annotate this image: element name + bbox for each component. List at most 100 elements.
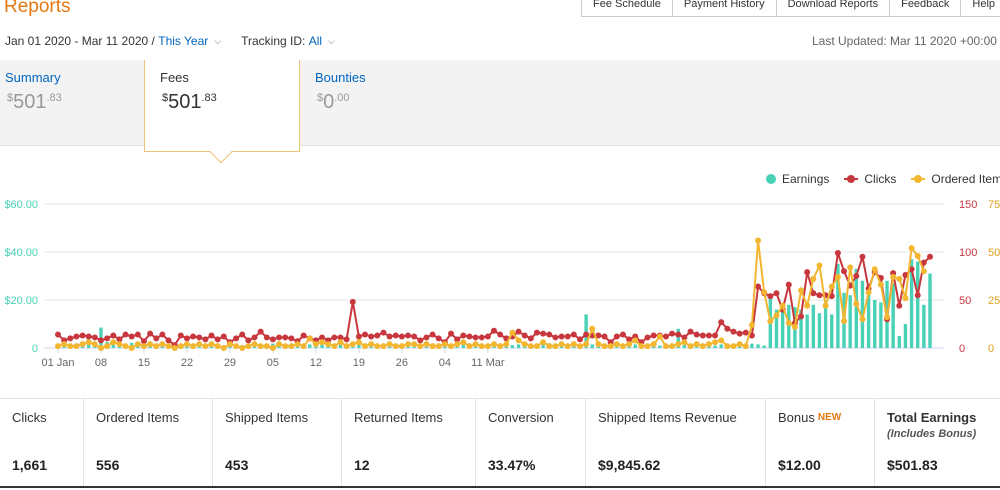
earnings-bar xyxy=(922,304,926,348)
clicks-point xyxy=(546,331,553,338)
ordered-items-point xyxy=(226,341,233,348)
ordered-items-point xyxy=(288,343,295,350)
ordered-items-point xyxy=(730,343,737,350)
tab-fees[interactable]: Fees $501.83 xyxy=(144,60,300,164)
earnings-bar xyxy=(750,343,754,348)
top-links: Fee Schedule Payment History Download Re… xyxy=(581,0,1000,17)
download-reports-link[interactable]: Download Reports xyxy=(776,0,891,17)
fee-schedule-link[interactable]: Fee Schedule xyxy=(581,0,673,17)
clicks-point xyxy=(153,335,160,342)
payment-history-link[interactable]: Payment History xyxy=(672,0,777,17)
clicks-point xyxy=(214,336,221,343)
earnings-bar xyxy=(541,343,545,348)
ordered-items-point xyxy=(202,343,209,350)
ordered-items-point xyxy=(890,273,897,280)
ordered-items-point xyxy=(325,341,332,348)
clicks-point xyxy=(810,290,817,297)
y-right-tick-label: 0 xyxy=(988,343,994,355)
ordered-items-point xyxy=(374,343,381,350)
tab-summary-label[interactable]: Summary xyxy=(5,70,61,85)
y-right-tick-label: 25 xyxy=(988,295,1000,307)
chevron-down-icon[interactable]: ⌵ xyxy=(328,35,335,46)
ordered-items-point xyxy=(601,343,608,350)
tab-bounties-label[interactable]: Bounties xyxy=(315,70,366,85)
clicks-point xyxy=(699,332,706,339)
clicks-point xyxy=(208,332,215,339)
stat-clicks: Clicks 1,661 xyxy=(0,399,84,486)
clicks-point xyxy=(405,332,412,339)
ordered-items-point xyxy=(220,345,227,351)
earnings-bar xyxy=(320,343,324,348)
date-range: Jan 01 2020 - Mar 11 2020 / xyxy=(5,34,155,48)
clicks-point xyxy=(423,334,430,341)
earnings-bar xyxy=(805,314,809,348)
ordered-items-point xyxy=(828,283,835,290)
chevron-down-icon[interactable]: ⌵ xyxy=(214,35,222,46)
earnings-bar xyxy=(866,285,871,348)
earnings-bar xyxy=(756,344,760,348)
clicks-point xyxy=(177,332,184,339)
tab-bounties-amount: $0.00 xyxy=(317,91,350,113)
help-link[interactable]: Help xyxy=(961,0,1000,17)
clicks-point xyxy=(140,338,147,345)
tracking-id-dropdown[interactable]: All xyxy=(308,34,323,48)
ordered-items-point xyxy=(804,302,811,309)
clicks-point xyxy=(718,319,725,326)
ordered-items-point xyxy=(619,343,626,350)
ordered-items-point xyxy=(190,343,197,350)
clicks-point xyxy=(576,336,583,343)
clicks-point xyxy=(724,325,731,332)
feedback-link[interactable]: Feedback xyxy=(890,0,962,17)
legend-earnings-dot-icon xyxy=(766,174,776,184)
clicks-point xyxy=(392,332,399,339)
legend-earnings[interactable]: Earnings xyxy=(766,172,829,186)
tab-summary[interactable]: Summary $501.83 xyxy=(0,60,144,146)
ordered-items-point xyxy=(306,335,313,342)
ordered-items-point xyxy=(331,343,338,350)
clicks-point xyxy=(681,334,688,341)
ordered-items-point xyxy=(638,343,645,350)
clicks-point xyxy=(349,298,356,305)
clicks-point xyxy=(319,334,326,341)
ordered-items-point xyxy=(460,339,467,346)
ordered-items-point xyxy=(816,262,823,269)
tab-fees-label[interactable]: Fees xyxy=(160,70,189,85)
legend-ordered-items[interactable]: Ordered Items xyxy=(911,172,1000,186)
earnings-bar xyxy=(848,295,852,348)
x-tick-label: 04 xyxy=(439,357,451,369)
ordered-items-point xyxy=(841,318,848,325)
clicks-point xyxy=(257,328,264,335)
ordered-items-point xyxy=(755,237,762,244)
clicks-point xyxy=(134,331,141,338)
ordered-items-line xyxy=(57,240,925,350)
ordered-items-point xyxy=(785,320,792,327)
ordered-items-point xyxy=(67,343,74,350)
clicks-point xyxy=(712,332,719,339)
ordered-items-point xyxy=(650,341,657,348)
ordered-items-point xyxy=(877,281,884,288)
ordered-items-point xyxy=(884,314,891,321)
clicks-point xyxy=(484,333,491,340)
earnings-bar xyxy=(510,345,515,348)
ordered-items-point xyxy=(380,343,387,350)
ordered-items-point xyxy=(177,343,184,350)
clicks-point xyxy=(429,331,436,338)
legend-clicks[interactable]: Clicks xyxy=(844,172,896,186)
clicks-point xyxy=(282,334,289,341)
ordered-items-point xyxy=(312,341,319,348)
ordered-items-point xyxy=(208,341,215,348)
earnings-bar xyxy=(713,345,717,348)
ordered-items-point xyxy=(411,341,418,348)
ordered-items-point xyxy=(859,316,866,323)
ordered-items-point xyxy=(257,343,264,350)
ordered-items-point xyxy=(466,343,473,350)
ordered-items-point xyxy=(116,341,123,348)
ordered-items-point xyxy=(669,343,676,350)
tab-bounties[interactable]: Bounties $0.00 xyxy=(300,60,460,146)
clicks-point xyxy=(239,331,246,338)
period-dropdown[interactable]: This Year xyxy=(158,34,209,48)
earnings-bar xyxy=(909,259,914,348)
ordered-items-point xyxy=(282,343,289,350)
earnings-bar xyxy=(897,336,901,348)
clicks-point xyxy=(91,334,98,341)
